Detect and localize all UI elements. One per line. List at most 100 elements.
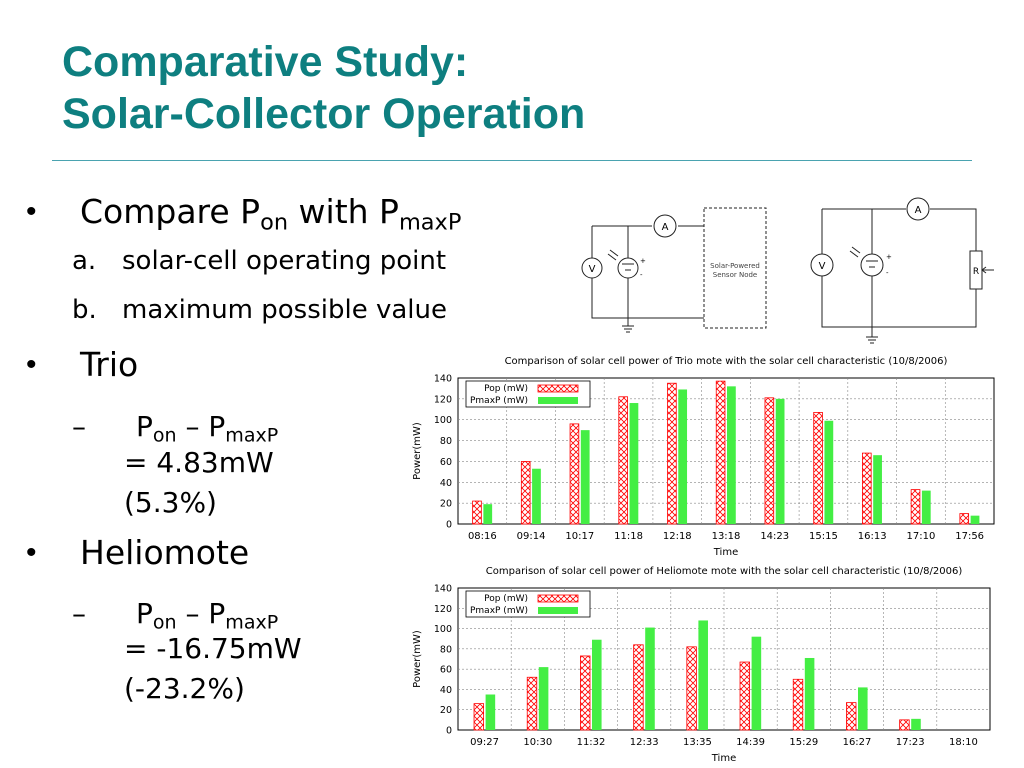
svg-text:+: + xyxy=(886,253,892,261)
trio-bar-pmaxp xyxy=(580,430,590,524)
helio-x-tick-label: 13:35 xyxy=(683,737,712,748)
heliomote-value: = -16.75mW xyxy=(124,632,302,665)
svg-text:-: - xyxy=(640,271,643,279)
circuit-sensor-node: A V + - Solar-Powered Sensor Node xyxy=(581,207,767,333)
trio-legend-label-pop: Pop (mW) xyxy=(484,384,528,394)
title-divider xyxy=(52,160,972,161)
heliomote-percent: (-23.2%) xyxy=(124,672,245,705)
trio-y-tick-label: 120 xyxy=(434,394,452,405)
helio-legend-label-pop: Pop (mW) xyxy=(484,594,528,604)
trio-bar-pop xyxy=(715,380,726,525)
helio-bar-pop xyxy=(846,702,857,731)
helio-x-tick-label: 10:30 xyxy=(523,737,552,748)
svg-text:+: + xyxy=(640,257,646,265)
bullet-compare: Compare Pon with PmaxP xyxy=(80,192,462,236)
trio-legend-label-pmaxp: PmaxP (mW) xyxy=(470,396,528,406)
trio-y-tick-label: 20 xyxy=(440,499,452,510)
helio-bar-pop xyxy=(580,655,591,731)
trio-bar-pop xyxy=(813,412,823,525)
helio-y-tick-label: 20 xyxy=(440,705,452,716)
trio-bar-pop xyxy=(959,513,970,525)
trio-percent: (5.3%) xyxy=(124,486,217,519)
trio-power-chart: Comparison of solar cell power of Trio m… xyxy=(412,356,995,558)
bullet-heliomote: Heliomote xyxy=(80,533,250,572)
helio-y-tick-label: 0 xyxy=(446,726,452,737)
trio-y-tick-label: 100 xyxy=(434,415,452,426)
helio-bar-pop xyxy=(739,661,750,731)
helio-bar-pop xyxy=(686,646,697,731)
helio-legend-swatch-pop xyxy=(537,594,579,603)
ammeter-icon: A xyxy=(653,214,677,238)
trio-y-tick-label: 140 xyxy=(434,374,452,385)
trio-x-tick-label: 15:15 xyxy=(809,531,838,542)
heliomote-dash: – xyxy=(72,597,86,630)
svg-text:V: V xyxy=(589,264,596,275)
trio-x-tick-label: 17:10 xyxy=(906,531,935,542)
trio-bar-pop xyxy=(910,489,921,525)
trio-y-tick-label: 60 xyxy=(440,457,452,468)
ammeter-icon: A xyxy=(906,197,930,221)
trio-bar-pmaxp xyxy=(678,389,688,524)
helio-x-tick-label: 17:23 xyxy=(896,737,925,748)
helio-x-tick-label: 14:39 xyxy=(736,737,765,748)
trio-x-tick-label: 12:18 xyxy=(663,531,692,542)
trio-bar-pmaxp xyxy=(483,504,493,524)
helio-chart-title: Comparison of solar cell power of Heliom… xyxy=(486,566,963,577)
svg-text:A: A xyxy=(915,205,922,216)
trio-value: = 4.83mW xyxy=(124,446,274,479)
helio-bar-pop xyxy=(633,644,644,731)
title-line-2: Solar-Collector Operation xyxy=(62,90,586,138)
trio-x-tick-label: 09:14 xyxy=(517,531,546,542)
trio-bar-pop xyxy=(618,396,628,525)
bullet-marker-1: • xyxy=(26,195,37,228)
trio-bar-pop xyxy=(569,423,580,525)
trio-chart-title: Comparison of solar cell power of Trio m… xyxy=(505,356,948,367)
title-line-1: Comparative Study: xyxy=(62,38,469,86)
trio-bar-pmaxp xyxy=(727,386,736,524)
helio-y-axis-label: Power(mW) xyxy=(412,630,423,688)
trio-bar-pop xyxy=(520,461,531,525)
helio-legend-swatch-pmaxp xyxy=(538,607,578,614)
helio-y-tick-label: 40 xyxy=(440,685,452,696)
helio-x-tick-label: 11:32 xyxy=(577,737,606,748)
heliomote-power-chart: Comparison of solar cell power of Heliom… xyxy=(412,566,991,764)
circuit-resistor-load: A V + - R xyxy=(810,197,994,344)
bullet-marker-2: • xyxy=(26,348,37,381)
trio-formula: Pon – PmaxP xyxy=(136,410,279,447)
resistor-icon: R xyxy=(969,250,994,290)
trio-x-tick-label: 08:16 xyxy=(468,531,497,542)
svg-text:R: R xyxy=(973,267,979,277)
sensor-node-label-2: Sensor Node xyxy=(713,271,758,279)
helio-y-tick-label: 100 xyxy=(434,624,452,635)
trio-bar-pop xyxy=(764,397,775,525)
trio-bar-pmaxp xyxy=(873,455,882,524)
helio-bar-pop xyxy=(473,703,485,731)
sub-marker-a: a. xyxy=(72,246,97,276)
helio-legend-label-pmaxp: PmaxP (mW) xyxy=(470,606,528,616)
trio-x-tick-label: 16:13 xyxy=(858,531,887,542)
svg-text:V: V xyxy=(819,261,826,272)
trio-bar-pmaxp xyxy=(921,490,931,524)
sensor-node-label-1: Solar-Powered xyxy=(710,262,760,270)
svg-text:A: A xyxy=(662,222,669,233)
helio-bar-pmaxp xyxy=(485,694,496,730)
helio-bar-pmaxp xyxy=(698,620,708,730)
helio-bar-pmaxp xyxy=(858,687,868,730)
helio-bar-pop xyxy=(526,676,538,731)
sub-marker-b: b. xyxy=(72,295,97,325)
sub-item-max-value: maximum possible value xyxy=(122,295,447,325)
trio-bar-pmaxp xyxy=(970,515,980,524)
trio-x-tick-label: 13:18 xyxy=(712,531,741,542)
helio-bar-pmaxp xyxy=(911,718,921,730)
helio-bar-pmaxp xyxy=(538,667,549,730)
trio-legend-swatch-pmaxp xyxy=(538,397,578,404)
helio-bar-pmaxp xyxy=(804,657,815,730)
trio-y-tick-label: 0 xyxy=(446,520,452,531)
trio-y-tick-label: 80 xyxy=(440,436,452,447)
helio-x-tick-label: 09:27 xyxy=(470,737,499,748)
helio-bar-pmaxp xyxy=(645,627,655,730)
helio-y-tick-label: 60 xyxy=(440,665,452,676)
bullet-trio: Trio xyxy=(80,345,139,384)
sub-item-operating-point: solar-cell operating point xyxy=(122,246,447,276)
helio-x-tick-label: 15:29 xyxy=(789,737,818,748)
